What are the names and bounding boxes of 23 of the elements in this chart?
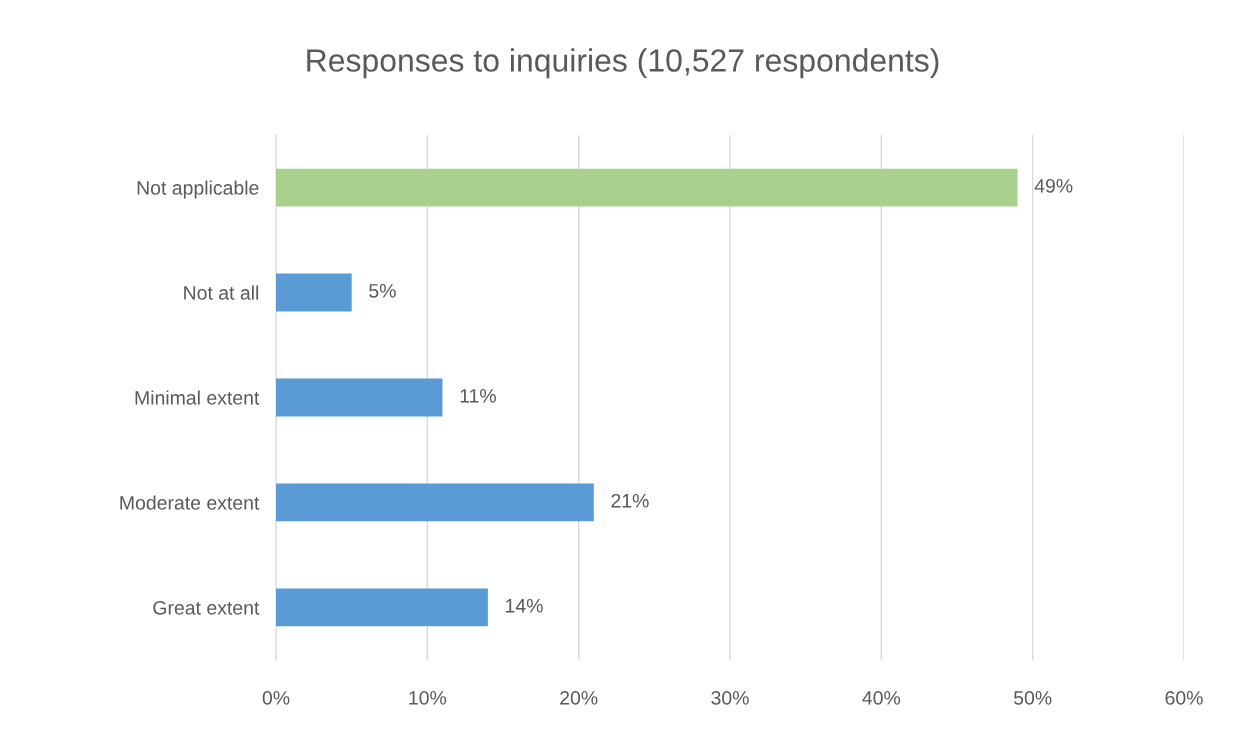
data-label: 21% xyxy=(611,493,649,508)
x-tick-label: 20% xyxy=(560,691,598,705)
bar xyxy=(276,378,443,417)
bar xyxy=(276,588,488,627)
x-tick-label: 0% xyxy=(262,691,290,705)
data-label: 14% xyxy=(506,598,543,613)
chart-title: Responses to inquiries (10,527 respondents) xyxy=(307,48,939,79)
x-tick-label: 50% xyxy=(1013,691,1052,705)
bar xyxy=(276,168,1018,207)
y-tick-label: Not at all xyxy=(184,285,259,300)
y-tick-label: Minimal extent xyxy=(135,390,260,405)
bar xyxy=(276,483,594,522)
data-label: 11% xyxy=(460,389,496,403)
x-tick-label: 40% xyxy=(862,691,901,705)
x-tick-label: 60% xyxy=(1165,691,1203,705)
x-tick-label: 10% xyxy=(409,691,447,705)
y-tick-label: Moderate extent xyxy=(120,495,260,510)
y-tick-label: Not applicable xyxy=(137,180,259,199)
data-label: 49% xyxy=(1034,178,1073,193)
data-label: 5% xyxy=(369,284,396,298)
y-tick-label: Great extent xyxy=(153,600,260,615)
x-tick-label: 30% xyxy=(711,691,749,705)
bar xyxy=(276,273,352,312)
